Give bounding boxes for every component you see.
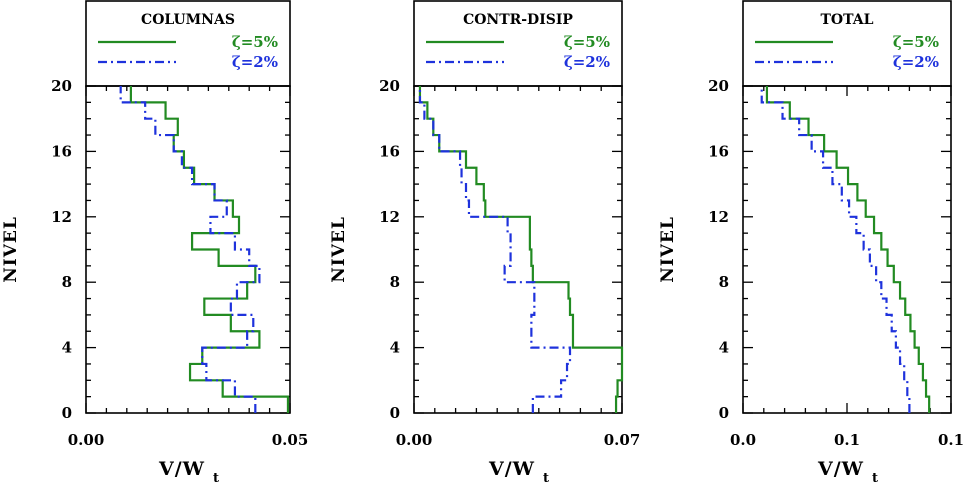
x-tick-label: 0.0 [730, 431, 756, 449]
y-tick-label: 20 [708, 77, 729, 95]
legend-label: ζ=5% [893, 33, 939, 51]
series-line-zeta-5 [129, 86, 290, 413]
panel-contr-disip: CONTR-DISIP ζ=5% ζ=2% 0 4 8 12 16 20 0.00 0.07 NIVE… [329, 0, 641, 484]
series-line-zeta-5 [765, 86, 931, 413]
y-tick-label: 20 [379, 77, 400, 95]
plot-frame [85, 85, 291, 414]
plot-frame [413, 85, 623, 414]
x-axis-label-subscript: t [213, 471, 220, 484]
legend-label: ζ=2% [232, 53, 278, 71]
y-tick-label: 16 [51, 142, 72, 160]
x-axis-label: V/W [158, 458, 205, 480]
x-axis-label: V/W [817, 458, 864, 480]
y-tick-label: 8 [719, 273, 729, 291]
x-tick-label: 0.1 [938, 431, 964, 449]
y-tick-label: 16 [708, 142, 729, 160]
panel-title: TOTAL [821, 12, 874, 28]
legend-label: ζ=2% [564, 53, 610, 71]
x-tick-label: 0.05 [272, 431, 309, 449]
y-tick-label: 16 [379, 142, 400, 160]
panel-columnas: COLUMNAS ζ=5% ζ=2% 0 4 8 12 16 20 0.00 0.05 NIVEL V/… [1, 0, 309, 484]
x-axis-label: V/W [488, 458, 535, 480]
y-tick-label: 4 [719, 339, 729, 357]
y-tick-label: 0 [390, 404, 400, 422]
panel-title: COLUMNAS [141, 12, 235, 28]
panel-title: CONTR-DISIP [463, 12, 573, 28]
legend-label: ζ=5% [564, 33, 610, 51]
series-line-zeta-5 [418, 86, 624, 413]
y-tick-label: 12 [379, 208, 400, 226]
x-tick-label: 0.00 [68, 431, 105, 449]
series-line-zeta-2 [418, 86, 572, 413]
y-tick-label: 8 [62, 273, 72, 291]
y-axis-label: NIVEL [1, 216, 21, 283]
y-tick-label: 12 [51, 208, 72, 226]
x-axis-label-subscript: t [543, 471, 550, 484]
x-axis-label-subscript: t [872, 471, 879, 484]
y-tick-label: 0 [719, 404, 729, 422]
legend-label: ζ=2% [893, 53, 939, 71]
y-tick-label: 8 [390, 273, 400, 291]
x-tick-label: 0.07 [604, 431, 641, 449]
series-line-zeta-2 [760, 86, 911, 413]
y-axis-label: NIVEL [658, 216, 678, 283]
y-tick-label: 4 [390, 339, 400, 357]
x-tick-label: 0.00 [396, 431, 433, 449]
panel-total: TOTAL ζ=5% ζ=2% 0 4 8 12 16 20 0.0 0.1 0.1 NIVEL V/W t [658, 0, 964, 484]
y-tick-label: 0 [62, 404, 72, 422]
y-axis-label: NIVEL [329, 216, 349, 283]
y-tick-label: 12 [708, 208, 729, 226]
y-tick-label: 4 [62, 339, 72, 357]
x-tick-label: 0.1 [834, 431, 860, 449]
legend-label: ζ=5% [232, 33, 278, 51]
y-tick-label: 20 [51, 77, 72, 95]
